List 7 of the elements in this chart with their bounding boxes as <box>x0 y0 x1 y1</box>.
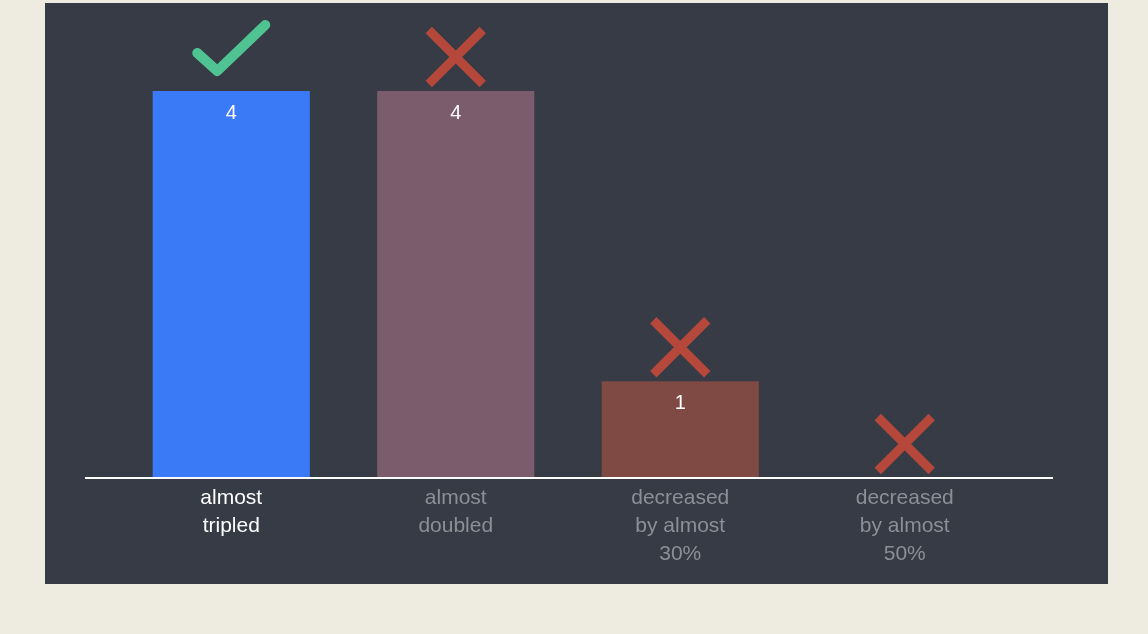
data-label: 4 <box>225 101 237 123</box>
x-tick-label: almost tripled <box>200 485 263 536</box>
data-label: 4 <box>450 101 462 123</box>
x-tick-label: decreased by almost 30% <box>631 485 730 564</box>
data-label: 1 <box>674 391 686 414</box>
x-tick-label: decreased by almost 50% <box>855 485 954 564</box>
x-tick-label: almost doubled <box>418 485 494 536</box>
